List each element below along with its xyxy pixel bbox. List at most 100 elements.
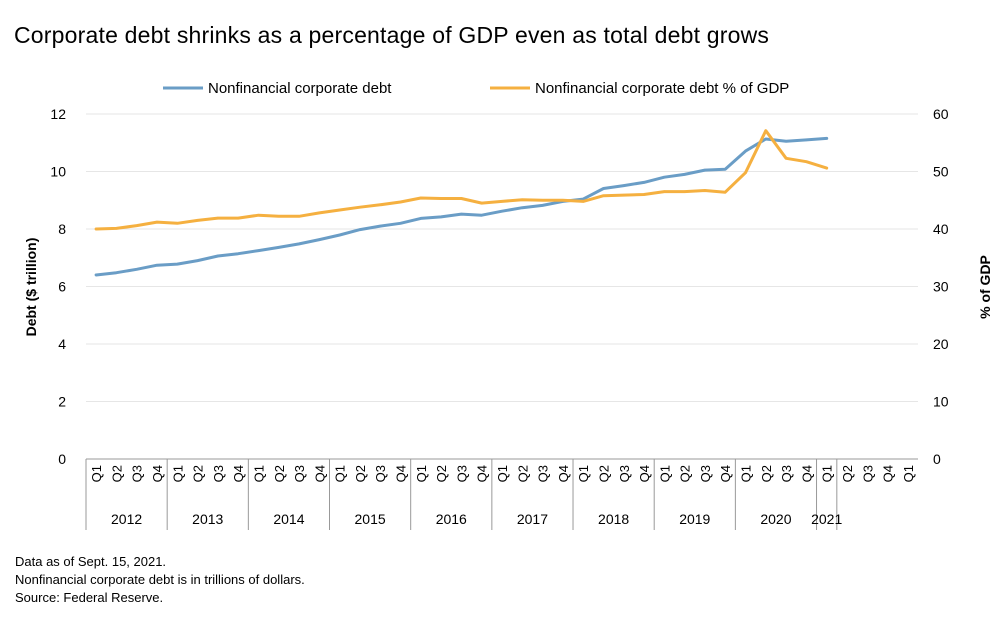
data-point <box>602 187 605 190</box>
data-point <box>257 249 260 252</box>
data-point <box>338 208 341 212</box>
data-point <box>399 222 402 225</box>
data-point <box>521 206 524 209</box>
x-quarter-label: Q4 <box>799 465 814 482</box>
data-point <box>196 259 199 262</box>
legend-label-1: Nonfinancial corporate debt <box>208 80 392 97</box>
y-axis-left-label: Debt ($ trillion) <box>23 238 39 337</box>
x-quarter-label: Q4 <box>637 465 652 482</box>
legend: Nonfinancial corporate debt Nonfinancial … <box>163 80 789 97</box>
data-point <box>419 196 422 200</box>
y-right-tick-label: 10 <box>933 394 949 410</box>
x-quarter-label: Q1 <box>414 465 429 482</box>
data-point <box>379 203 382 206</box>
x-quarter-label: Q2 <box>434 465 449 482</box>
data-point <box>541 204 544 207</box>
data-point <box>460 212 463 216</box>
data-point <box>521 198 524 201</box>
data-point <box>622 193 625 197</box>
data-point <box>500 200 504 203</box>
data-point <box>825 137 828 140</box>
y-left-tick-label: 6 <box>58 279 66 295</box>
data-point <box>115 271 118 274</box>
x-quarter-label: Q1 <box>170 465 185 482</box>
x-quarter-label: Q3 <box>617 465 632 482</box>
data-point <box>419 217 422 220</box>
data-point <box>744 171 747 174</box>
chart-title: Corporate debt shrinks as a percentage o… <box>14 22 770 48</box>
y-right-tick-label: 0 <box>933 451 941 467</box>
x-quarter-label: Q1 <box>657 465 672 482</box>
data-point <box>683 190 686 193</box>
data-point <box>703 168 707 172</box>
y-axis-right-label: % of GDP <box>977 255 993 319</box>
x-quarter-label: Q4 <box>312 465 327 482</box>
y-axis-left: 0 2 4 6 8 10 12 <box>50 106 66 467</box>
x-quarter-label: Q1 <box>251 465 266 482</box>
data-point <box>582 200 585 203</box>
x-quarter-label: Q1 <box>576 465 591 482</box>
y-left-tick-label: 4 <box>58 336 66 352</box>
data-point <box>825 166 828 170</box>
x-quarter-label: Q2 <box>353 465 368 482</box>
data-point <box>135 268 138 271</box>
data-point <box>622 184 625 187</box>
data-point <box>277 215 280 218</box>
x-quarter-label: Q4 <box>881 465 896 482</box>
x-quarter-label: Q3 <box>860 465 875 482</box>
y-right-tick-label: 20 <box>933 336 949 352</box>
footnotes: Data as of Sept. 15, 2021. Nonfinancial … <box>15 553 305 607</box>
x-quarter-label: Q4 <box>718 465 733 482</box>
data-point <box>277 246 280 249</box>
y-right-tick-label: 30 <box>933 279 949 295</box>
x-quarter-label: Q1 <box>333 465 348 482</box>
y-left-tick-label: 2 <box>58 394 66 410</box>
x-quarter-label: Q4 <box>150 465 165 482</box>
data-point <box>602 194 605 197</box>
data-point <box>115 227 118 230</box>
x-year-label: 2021 <box>811 511 842 527</box>
x-quarter-label: Q2 <box>759 465 774 482</box>
data-point <box>135 224 138 227</box>
data-point <box>318 211 321 215</box>
x-quarter-label: Q2 <box>191 465 206 482</box>
x-quarter-label: Q4 <box>231 465 246 482</box>
y-right-tick-label: 60 <box>933 106 949 122</box>
x-year-label: 2014 <box>273 511 304 527</box>
x-quarter-label: Q2 <box>678 465 693 482</box>
x-quarter-label: Q1 <box>820 465 835 482</box>
data-point <box>663 190 666 193</box>
data-point <box>94 227 98 231</box>
data-point <box>257 214 260 217</box>
x-quarter-label: Q1 <box>739 465 754 482</box>
series-lines <box>94 129 829 277</box>
x-quarter-label: Q1 <box>495 465 510 482</box>
data-point <box>541 199 544 202</box>
x-quarter-label: Q3 <box>211 465 226 482</box>
data-point <box>318 238 321 241</box>
data-point <box>176 222 179 225</box>
data-point <box>439 215 443 219</box>
legend-label-2: Nonfinancial corporate debt % of GDP <box>535 80 789 97</box>
footnote-source: Source: Federal Reserve. <box>15 590 164 605</box>
x-quarter-label: Q3 <box>779 465 794 482</box>
x-quarter-label: Q3 <box>536 465 551 482</box>
data-point <box>155 220 159 224</box>
data-point <box>561 199 565 202</box>
data-point <box>744 149 747 153</box>
x-quarter-label: Q3 <box>698 465 713 482</box>
footnote-date: Data as of Sept. 15, 2021. <box>15 554 167 569</box>
x-quarter-label: Q4 <box>394 465 409 482</box>
y-left-tick-label: 8 <box>58 221 66 237</box>
x-year-label: 2016 <box>436 511 467 527</box>
data-point <box>805 160 808 163</box>
data-point <box>663 176 666 179</box>
data-point <box>500 210 504 213</box>
y-right-tick-label: 50 <box>933 164 949 180</box>
data-point <box>460 197 463 200</box>
x-year-label: 2017 <box>517 511 548 527</box>
x-year-label: 2020 <box>760 511 791 527</box>
footnote-units: Nonfinancial corporate debt is in trilli… <box>15 572 305 587</box>
x-quarter-label: Q2 <box>272 465 287 482</box>
